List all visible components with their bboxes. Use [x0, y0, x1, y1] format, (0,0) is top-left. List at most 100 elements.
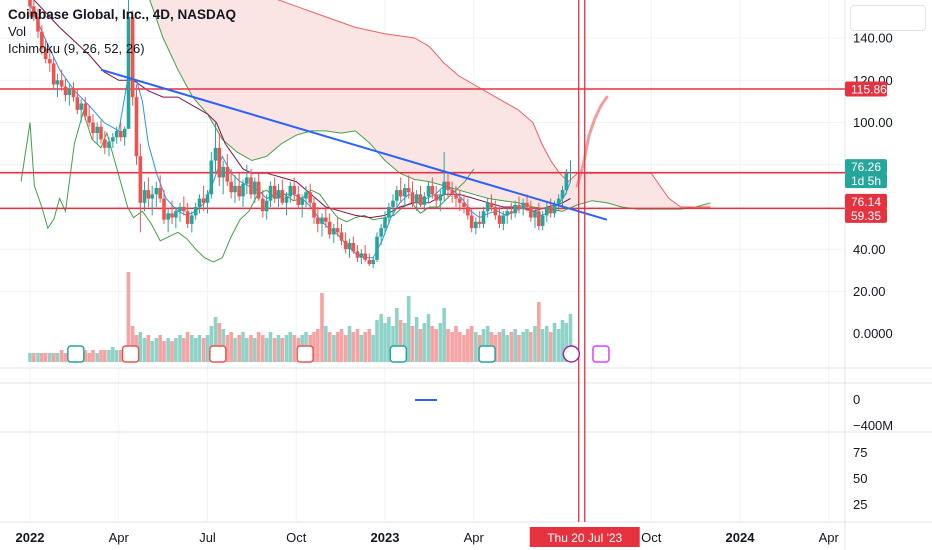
- candle-body: [48, 59, 52, 64]
- volume-bar: [114, 350, 119, 362]
- event-badge-earnings: [67, 345, 85, 363]
- earnings-letter: E: [301, 348, 309, 362]
- volume-bar: [545, 326, 549, 362]
- oscillator-axis-label: −400M: [853, 418, 893, 433]
- candle-body: [355, 251, 360, 258]
- candle-body: [79, 103, 83, 110]
- volume-bar: [332, 335, 336, 362]
- earnings-letter: E: [72, 348, 80, 362]
- candle-body: [217, 147, 222, 178]
- volume-bar: [426, 314, 431, 362]
- candle-body: [339, 232, 344, 241]
- volume-bar: [509, 332, 514, 362]
- candle-body: [422, 196, 427, 205]
- volume-bar: [233, 338, 237, 362]
- volume-bar: [55, 353, 60, 362]
- candle-body: [391, 200, 395, 207]
- candle-body: [75, 97, 80, 110]
- candle-body: [312, 202, 316, 218]
- volume-bar: [339, 329, 344, 362]
- candle-body: [150, 194, 154, 199]
- ichimoku-indicator-label[interactable]: Ichimoku (9, 26, 52, 26): [8, 41, 145, 56]
- candle-body: [256, 181, 261, 199]
- candle-body: [43, 48, 48, 60]
- volume-bar: [391, 326, 395, 362]
- volume-bar: [119, 350, 123, 362]
- candle-body: [99, 126, 103, 140]
- candle-body: [276, 190, 281, 199]
- candle-body: [162, 198, 166, 220]
- candle-body: [481, 211, 486, 224]
- candle-body: [229, 181, 233, 193]
- volume-bar: [32, 353, 36, 362]
- volume-bar: [422, 323, 427, 362]
- candle-body: [40, 31, 44, 49]
- volume-bar: [568, 314, 573, 362]
- candle-body: [316, 217, 320, 224]
- volume-bar: [430, 326, 435, 362]
- candle-body: [28, 0, 32, 7]
- candle-body: [509, 211, 514, 214]
- volume-bar: [185, 332, 190, 362]
- volume-bar: [359, 335, 364, 362]
- earnings-letter: E: [394, 348, 402, 362]
- volume-bar: [316, 329, 320, 362]
- candle-body: [501, 215, 506, 224]
- candle-body: [245, 177, 249, 184]
- volume-bar: [505, 335, 509, 362]
- candle-body: [474, 221, 478, 229]
- candle-body: [284, 196, 289, 203]
- volume-bar: [83, 350, 88, 362]
- volume-bar: [343, 335, 348, 362]
- volume-bar: [414, 317, 419, 362]
- volume-bar: [367, 329, 372, 362]
- candle-body: [111, 137, 115, 142]
- price-badge-label: 59.35: [851, 209, 881, 223]
- candle-body: [146, 190, 151, 199]
- candle-body: [51, 63, 56, 85]
- candle-body: [221, 166, 225, 178]
- candle-body: [430, 185, 435, 195]
- y-tick-label: 20.00: [853, 284, 886, 299]
- cursor-date-badge: [529, 527, 640, 547]
- volume-indicator-label[interactable]: Vol: [8, 24, 27, 39]
- volume-bar: [107, 350, 111, 362]
- volume-bar: [51, 353, 56, 362]
- candle-body: [332, 228, 336, 235]
- event-badge-earnings: [478, 345, 496, 363]
- candle-body: [335, 228, 340, 233]
- volume-bar: [201, 338, 206, 362]
- candle-body: [142, 190, 147, 203]
- volume-bar: [59, 350, 64, 362]
- volume-bar: [410, 326, 415, 362]
- candle-body: [363, 253, 367, 260]
- top-right-control[interactable]: [850, 5, 926, 31]
- candle-body: [264, 200, 269, 212]
- volume-bar: [485, 326, 490, 362]
- candle-body: [134, 97, 139, 157]
- candle-body: [158, 187, 162, 199]
- candle-body: [410, 192, 415, 203]
- volume-bar: [458, 332, 462, 362]
- x-tick-label: Oct: [641, 530, 662, 545]
- candle-body: [185, 211, 190, 224]
- candle-body: [170, 213, 174, 218]
- candle-body: [489, 202, 494, 207]
- volume-bar: [351, 332, 356, 362]
- symbol-title[interactable]: Coinbase Global, Inc., 4D, NASDAQ: [8, 7, 237, 22]
- candle-body: [253, 181, 257, 195]
- candle-body: [126, 16, 131, 129]
- candle-body: [268, 185, 273, 201]
- event-badge-earnings: [209, 345, 227, 363]
- candle-body: [63, 86, 68, 96]
- candle-body: [59, 80, 64, 87]
- ichimoku-cloud: [149, 0, 711, 212]
- candle-body: [233, 185, 237, 193]
- price-badge-label: 115.86: [851, 82, 887, 96]
- candle-body: [166, 213, 170, 220]
- candle-body: [83, 103, 88, 117]
- candle-body: [55, 80, 60, 85]
- candle-body: [174, 211, 178, 218]
- candle-body: [67, 88, 72, 96]
